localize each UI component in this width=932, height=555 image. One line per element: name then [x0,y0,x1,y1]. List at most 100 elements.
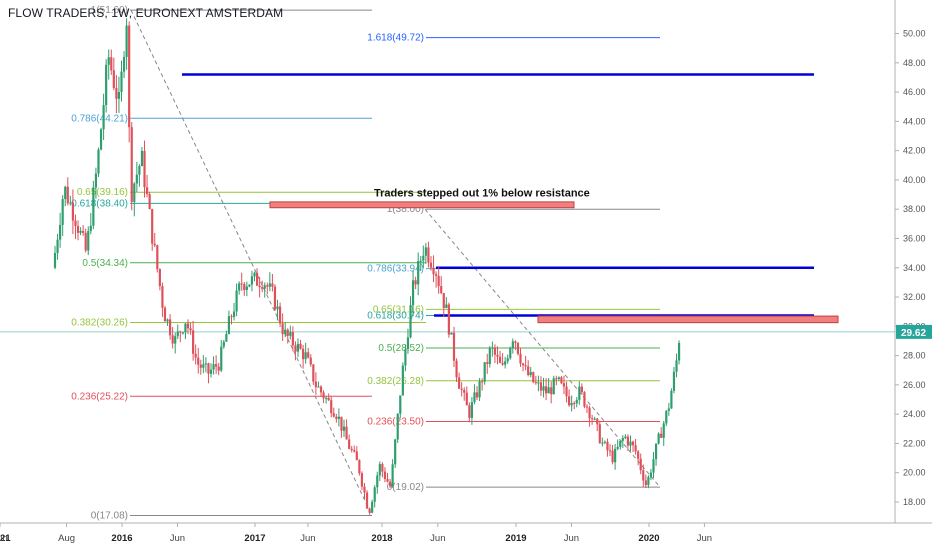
candle-body [547,387,550,394]
fib2-level-label: 0.65(31.16) [373,304,424,315]
candle-body [601,442,604,444]
candle-body [284,329,287,335]
candle-body [240,283,243,285]
candle-body [585,406,589,408]
annotation-text: Traders stepped out 1% below resistance [374,187,590,199]
candle-body [161,286,164,308]
candle-body [591,418,594,420]
candle-body [501,362,504,365]
candle-body [179,331,182,333]
candle-body [422,255,425,261]
candle-body [327,397,330,401]
candle-body [273,286,277,310]
candle-body [637,451,640,459]
candle-body [97,149,100,174]
y-tick-label: 34.00 [903,263,926,273]
candle-body [537,382,540,384]
candle-body [253,272,256,277]
candle-body [532,372,535,383]
candle-body [342,426,346,431]
candle-body [452,332,456,361]
candle-body [488,348,491,364]
candle-body [603,441,607,443]
candle-body [445,304,448,308]
candle-body [368,508,371,513]
candle-body [79,230,82,233]
candle-body [145,187,149,195]
candle-body [301,348,305,360]
candle-body [465,392,468,406]
resistance-zone [269,201,575,209]
candle-body [614,448,617,463]
candle-body [404,349,407,366]
candle-body [350,448,353,451]
candle-body [621,437,624,441]
candle-body [634,445,637,452]
candle-body [120,71,123,93]
candle-body [388,481,392,487]
candle-body [153,243,156,246]
candle-body [53,253,57,268]
x-tick-label: Aug [58,533,75,544]
fib1-level-label: 0.786(44.21) [71,113,128,124]
candle-body [314,381,317,388]
candle-body [138,165,141,175]
candle-body [202,364,205,368]
candle-body [107,57,110,65]
candle-body [171,335,174,344]
x-tick-label: 2016 [111,533,132,544]
candle-body [486,362,489,364]
candle-body [225,334,228,342]
y-tick-label: 36.00 [903,233,926,243]
candle-body [158,269,161,287]
y-tick-label: 28.00 [903,351,926,361]
candle-body [378,464,381,476]
candle-body [230,316,233,318]
candle-body [212,364,215,370]
candle-body [186,323,190,329]
candle-body [504,361,507,365]
candle-body [596,418,599,425]
candle-body [243,283,246,291]
candle-body [647,477,650,486]
y-tick-label: 18.00 [903,497,926,507]
candle-body [166,319,169,322]
candle-body [348,439,351,449]
candle-body [611,450,614,463]
candle-body [539,382,543,391]
candle-body [391,464,394,487]
candle-body [94,173,98,188]
fib2-level-label: 0(19.02) [387,482,424,493]
candle-body [176,331,179,337]
y-tick-label: 48.00 [903,58,926,68]
candle-body [250,276,254,285]
candle-body [519,353,522,364]
candle-body [642,470,645,481]
candle-body [332,413,335,417]
candle-body [516,342,520,354]
fib1-level-label: 0.618(38.40) [71,198,128,209]
candle-body [468,405,471,418]
candle-body [363,486,366,493]
candle-body [662,423,665,438]
candle-body [406,337,410,350]
candle-body [330,400,333,414]
candle-body [509,348,512,359]
candle-body [245,286,248,291]
candle-body [255,272,259,286]
candle-body [76,225,80,233]
candle-body [386,479,389,482]
candle-body [215,364,218,367]
candle-body [174,336,177,344]
y-tick-label: 42.00 [903,146,926,156]
candle-body [66,186,69,204]
candle-body [69,202,72,204]
candle-body [307,352,310,358]
x-tick-label: 2018 [371,533,392,544]
candle-body [657,433,660,444]
fib2-level-label: 0.618(30.74) [367,310,424,321]
candle-body [281,323,284,335]
candle-body [458,377,461,389]
candle-body [105,64,108,105]
candle-body [606,441,609,451]
